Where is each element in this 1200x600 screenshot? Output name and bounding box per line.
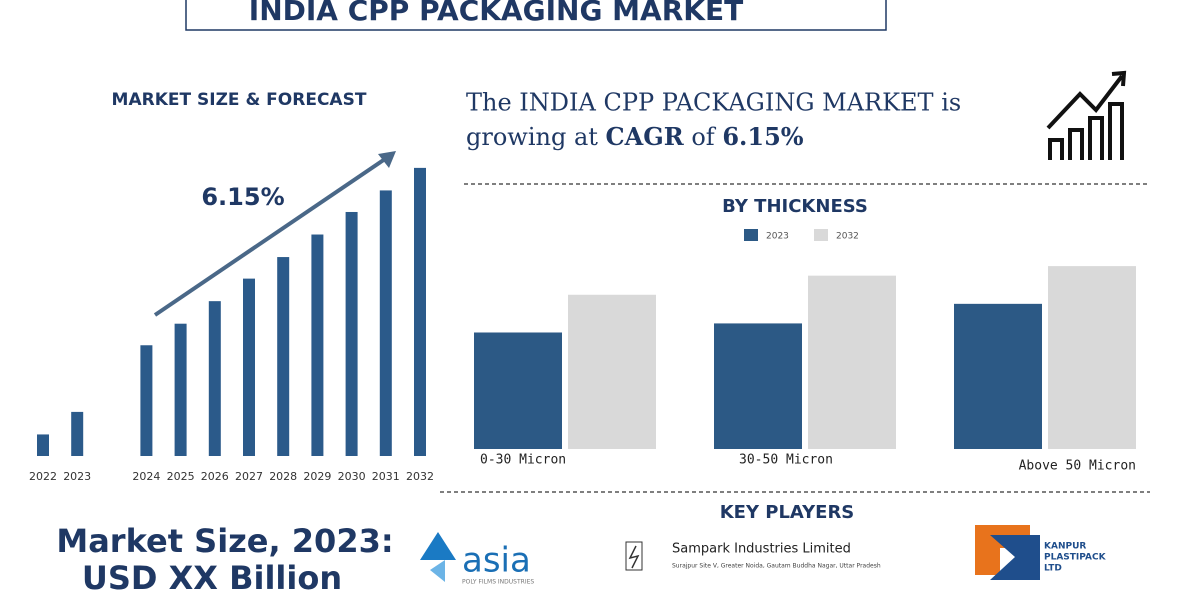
market-size: Market Size, 2023: — [56, 522, 393, 560]
bar — [379, 190, 392, 457]
x-tick-label: 2025 — [167, 470, 195, 483]
cagr-text: growing at — [466, 123, 598, 151]
x-tick-label: 0-30 Micron — [480, 453, 566, 468]
x-tick-label: 2031 — [372, 470, 400, 483]
x-tick-label: 2022 — [29, 470, 57, 483]
bar — [37, 434, 49, 456]
title-box — [185, 0, 887, 31]
player-logo: KANPUR — [1044, 542, 1086, 552]
bar — [277, 257, 290, 456]
x-tick-label: 30-50 Micron — [739, 453, 833, 468]
legend-label: 2023 — [766, 232, 789, 242]
bar — [345, 211, 358, 456]
x-tick-label: 2028 — [269, 470, 297, 483]
logo-shape — [990, 535, 1040, 580]
bar — [1048, 266, 1136, 449]
player-logo: asia — [462, 541, 531, 581]
x-tick-label: 2024 — [132, 470, 160, 483]
arrow-head — [378, 151, 396, 168]
market-size: USD XX Billion — [82, 559, 342, 597]
logo-shape — [420, 532, 456, 560]
bar — [140, 345, 153, 456]
bar — [414, 167, 426, 456]
x-tick-label: 2026 — [201, 470, 229, 483]
chart-title: BY THICKNESS — [722, 196, 868, 217]
cagr-bold: CAGR — [606, 122, 685, 151]
cagr-rate: 6.15% — [722, 122, 803, 151]
legend-swatch — [814, 229, 828, 241]
x-tick-label: 2023 — [63, 470, 91, 483]
section-title: KEY PLAYERS — [720, 502, 855, 523]
bar — [243, 278, 255, 456]
bar — [311, 234, 324, 456]
logo-shape — [430, 560, 445, 582]
x-tick-label: 2030 — [338, 470, 366, 483]
legend-swatch — [744, 229, 758, 241]
x-tick-label: 2027 — [235, 470, 263, 483]
cagr-annotation: 6.15% — [201, 183, 284, 211]
bar — [808, 275, 896, 449]
bar — [568, 294, 656, 449]
bar — [954, 303, 1042, 449]
bar — [208, 301, 221, 456]
chart-title: MARKET SIZE & FORECAST — [112, 90, 367, 110]
legend-label: 2032 — [836, 232, 859, 242]
player-logo: LTD — [1044, 564, 1062, 574]
cagr-text: of — [691, 123, 716, 151]
player-logo: PLASTIPACK — [1044, 553, 1107, 563]
trend-arrow — [153, 155, 390, 317]
page-title: INDIA CPP PACKAGING MARKET — [249, 0, 743, 27]
player-name: Sampark Industries Limited — [672, 542, 851, 557]
bar — [71, 411, 84, 456]
growth-icon — [1046, 70, 1127, 160]
logo-shape — [628, 545, 640, 569]
bar — [474, 332, 562, 449]
bar — [714, 323, 802, 449]
player-tagline: POLY FILMS INDUSTRIES — [462, 579, 534, 586]
x-tick-label: Above 50 Micron — [1019, 459, 1136, 474]
x-tick-label: 2029 — [303, 470, 331, 483]
logo-shape — [625, 541, 643, 571]
cagr-text: The INDIA CPP PACKAGING MARKET is — [466, 89, 961, 117]
cagr-text: growing at CAGR of 6.15% — [466, 122, 804, 151]
x-tick-label: 2032 — [406, 470, 434, 483]
bar — [174, 323, 187, 456]
player-address: Surajpur Site V, Greater Noida, Gautam B… — [672, 563, 881, 570]
